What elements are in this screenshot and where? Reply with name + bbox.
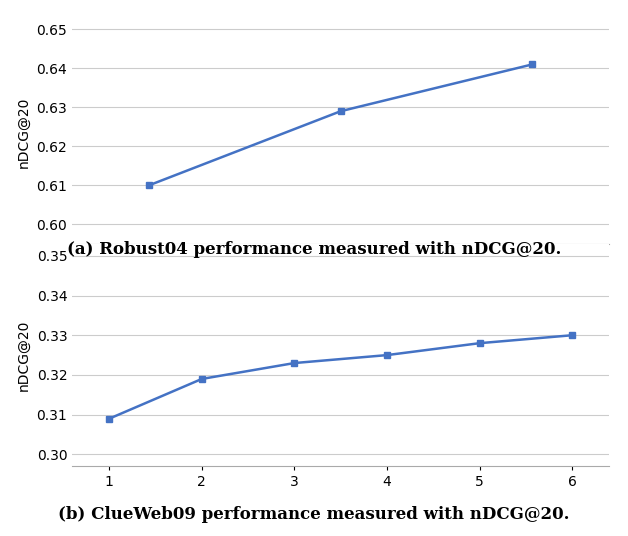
Text: (b) ClueWeb09 performance measured with nDCG@20.: (b) ClueWeb09 performance measured with … bbox=[58, 506, 570, 523]
Y-axis label: nDCG@20: nDCG@20 bbox=[17, 319, 31, 391]
Y-axis label: nDCG@20: nDCG@20 bbox=[17, 97, 31, 168]
Text: (a) Robust04 performance measured with nDCG@20.: (a) Robust04 performance measured with n… bbox=[67, 241, 561, 258]
